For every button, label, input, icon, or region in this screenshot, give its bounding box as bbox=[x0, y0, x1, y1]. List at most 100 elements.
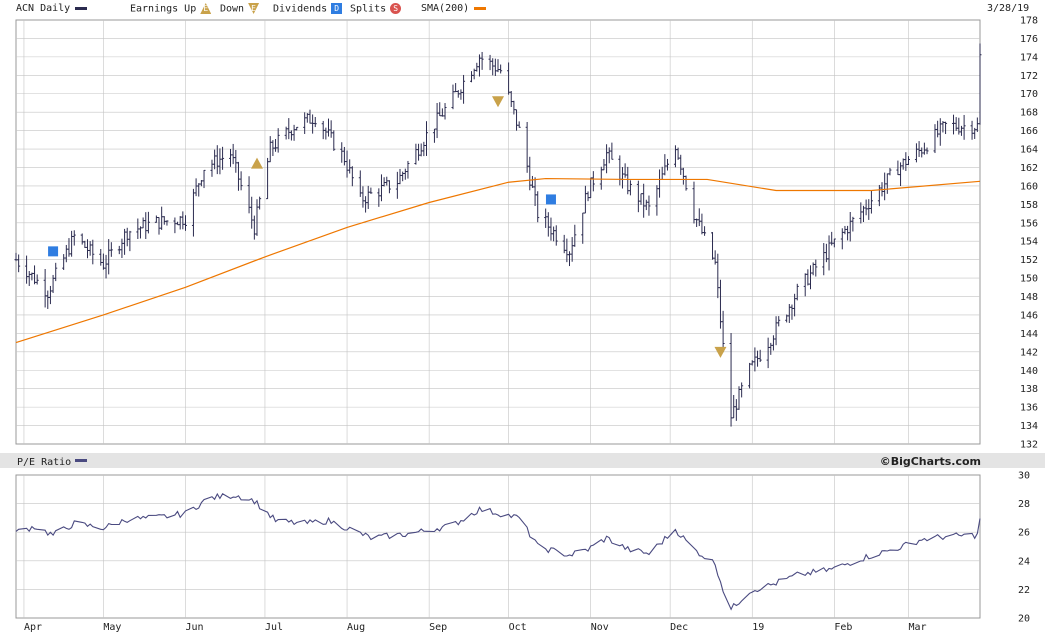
price-tick-label: 140 bbox=[1020, 366, 1038, 377]
ohlc-bar bbox=[369, 187, 373, 194]
x-tick-label: Jun bbox=[185, 622, 203, 633]
ohlc-bar bbox=[888, 167, 892, 176]
price-tick-label: 146 bbox=[1020, 310, 1038, 321]
price-tick-label: 160 bbox=[1020, 181, 1038, 192]
ohlc-bar bbox=[387, 180, 391, 194]
chart-date: 3/28/19 bbox=[987, 3, 1030, 14]
pe-tick-label: 26 bbox=[1018, 528, 1030, 539]
price-tick-label: 148 bbox=[1020, 292, 1038, 303]
ohlc-bar bbox=[276, 128, 280, 153]
price-tick-label: 132 bbox=[1020, 440, 1038, 451]
dividend-icon: D bbox=[331, 3, 343, 14]
ohlc-bar bbox=[35, 274, 39, 285]
ohlc-bar bbox=[239, 171, 243, 191]
ohlc-bar bbox=[183, 215, 187, 231]
sma-line-swatch bbox=[474, 6, 487, 10]
price-line-swatch bbox=[75, 6, 88, 10]
legend-dividends: Dividends D bbox=[273, 3, 343, 15]
legend-earnings-up: Earnings Up E bbox=[130, 3, 212, 15]
price-tick-label: 156 bbox=[1020, 218, 1038, 229]
ohlc-bar bbox=[573, 224, 577, 247]
ohlc-bar bbox=[202, 169, 206, 189]
ohlc-bar bbox=[91, 239, 95, 265]
ohlc-bar bbox=[109, 242, 113, 257]
x-tick-label: Aug bbox=[347, 622, 365, 633]
price-tick-label: 152 bbox=[1020, 255, 1038, 266]
x-tick-label: May bbox=[103, 622, 121, 633]
ohlc-bar bbox=[684, 175, 688, 191]
price-tick-label: 136 bbox=[1020, 403, 1038, 414]
ohlc-bar bbox=[925, 147, 929, 155]
ohlc-bar bbox=[610, 142, 614, 160]
x-tick-label: Sep bbox=[429, 622, 447, 633]
price-tick-label: 166 bbox=[1020, 126, 1038, 137]
pe-tick-label: 30 bbox=[1018, 471, 1030, 482]
ohlc-bar bbox=[17, 254, 21, 273]
ohlc-bar bbox=[721, 310, 725, 353]
ohlc-bar bbox=[443, 103, 447, 120]
legend-splits-label: Splits bbox=[350, 3, 387, 15]
ohlc-bar bbox=[424, 121, 428, 156]
ohlc-bar bbox=[703, 226, 707, 236]
pe-panel-frame bbox=[15, 474, 981, 619]
legend-earnings-up-label: Earnings Up bbox=[130, 3, 197, 15]
ohlc-bar bbox=[832, 238, 836, 248]
pe-ratio-title: P/E Ratio bbox=[17, 457, 71, 468]
price-tick-label: 176 bbox=[1020, 34, 1038, 45]
price-tick-label: 172 bbox=[1020, 71, 1038, 82]
pe-tick-label: 28 bbox=[1018, 499, 1030, 510]
ohlc-bar bbox=[54, 262, 58, 282]
price-tick-label: 174 bbox=[1020, 52, 1038, 63]
ohlc-bar bbox=[591, 171, 595, 192]
ohlc-bar bbox=[944, 121, 948, 135]
ohlc-bar bbox=[128, 230, 132, 252]
ohlc-bar bbox=[295, 126, 299, 131]
ohlc-bar bbox=[462, 74, 466, 104]
legend-sma: SMA(200) bbox=[421, 3, 487, 14]
ohlc-bar bbox=[332, 130, 336, 151]
pe-tick-label: 24 bbox=[1018, 556, 1030, 567]
ohlc-bar bbox=[978, 43, 982, 125]
ohlc-bar bbox=[165, 220, 169, 226]
pe-ratio-line bbox=[15, 492, 981, 611]
pe-header-band bbox=[0, 453, 1045, 468]
split-icon: S bbox=[390, 3, 402, 14]
ohlc-bar bbox=[777, 316, 781, 327]
ohlc-bar bbox=[628, 180, 632, 196]
ohlc-bar bbox=[665, 158, 669, 171]
ohlc-bar bbox=[554, 225, 558, 246]
ohlc-bar bbox=[146, 211, 150, 234]
ticker-title: ACN Daily bbox=[16, 3, 88, 14]
ohlc-bar bbox=[906, 156, 910, 165]
price-tick-label: 158 bbox=[1020, 200, 1038, 211]
earnings-down-icon: E bbox=[248, 3, 260, 14]
x-tick-label: 19 bbox=[752, 622, 764, 633]
price-tick-label: 168 bbox=[1020, 108, 1038, 119]
ohlc-bar bbox=[795, 283, 799, 301]
ohlc-bar bbox=[814, 259, 818, 277]
ohlc-bar bbox=[758, 349, 762, 363]
dividend-marker bbox=[48, 246, 59, 257]
pe-line-swatch bbox=[75, 459, 87, 462]
legend-earnings-down: Down E bbox=[220, 3, 260, 15]
price-tick-label: 134 bbox=[1020, 421, 1038, 432]
legend-dividends-label: Dividends bbox=[273, 3, 328, 15]
legend-down-label: Down bbox=[220, 3, 245, 15]
price-tick-label: 150 bbox=[1020, 274, 1038, 285]
ohlc-bar bbox=[536, 191, 540, 223]
ohlc-bar bbox=[313, 116, 317, 128]
ohlc-bar bbox=[851, 216, 855, 232]
ohlc-bar bbox=[517, 121, 521, 128]
ohlc-bar bbox=[406, 160, 410, 179]
pe-tick-label: 22 bbox=[1018, 585, 1030, 596]
price-tick-label: 144 bbox=[1020, 329, 1038, 340]
ohlc-bar bbox=[962, 114, 966, 140]
price-tick-label: 142 bbox=[1020, 347, 1038, 358]
x-tick-label: Apr bbox=[24, 622, 42, 633]
ohlc-bar bbox=[72, 230, 76, 246]
ohlc-bar bbox=[480, 51, 484, 70]
price-tick-label: 162 bbox=[1020, 163, 1038, 174]
earnings-up-icon: E bbox=[200, 3, 212, 14]
ohlc-bar bbox=[499, 64, 503, 74]
earnings-up-marker bbox=[251, 157, 263, 169]
